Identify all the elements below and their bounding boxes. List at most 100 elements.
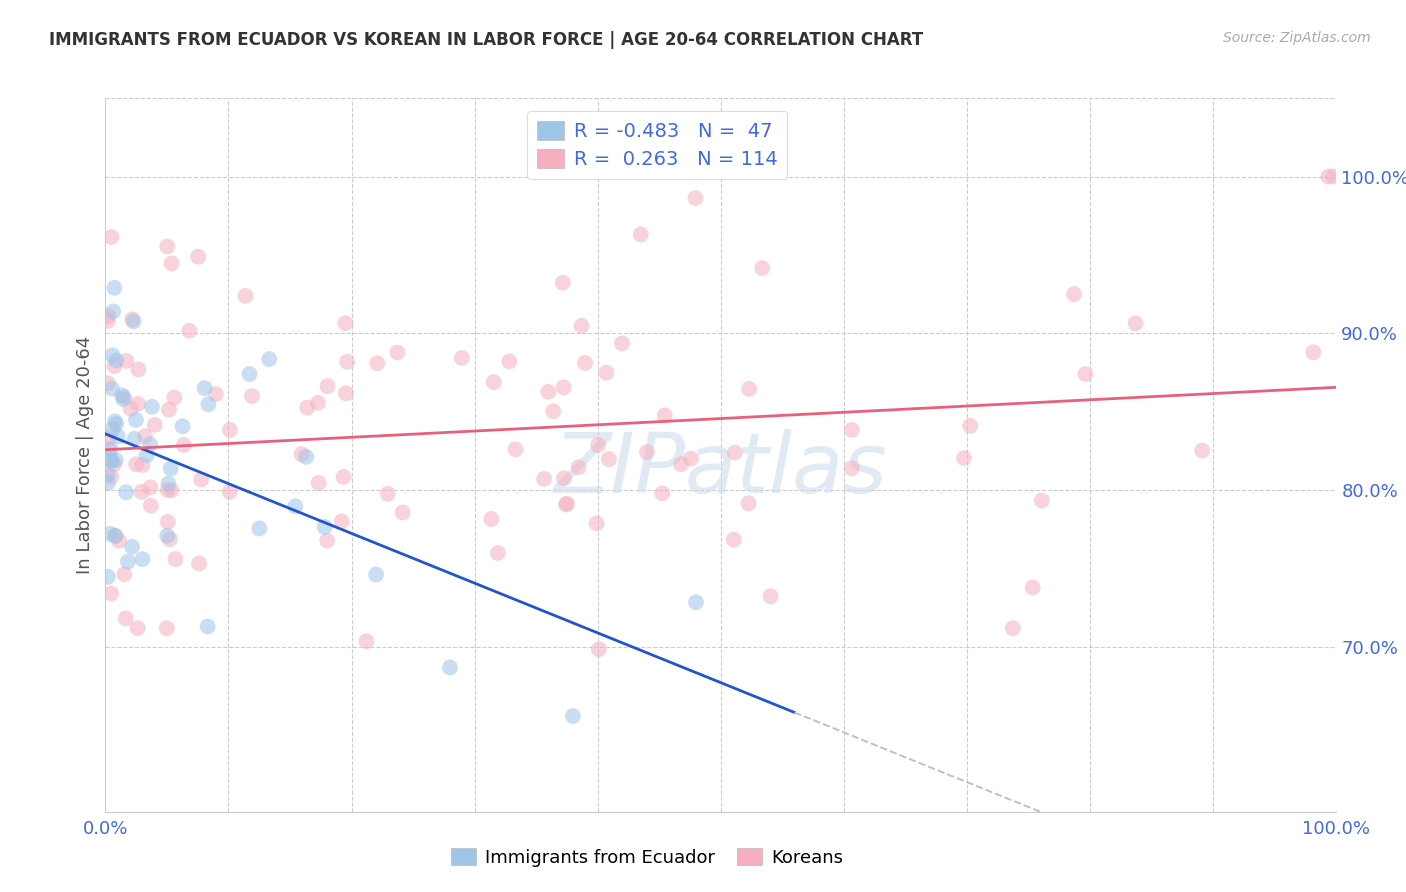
Point: [163, 391, 186, 405]
Point: [533, 472, 555, 486]
Point: [610, 336, 633, 351]
Point: [97, 376, 120, 391]
Point: [122, 314, 145, 328]
Point: [585, 516, 607, 531]
Point: [574, 356, 596, 370]
Point: [685, 191, 707, 205]
Point: [111, 388, 134, 402]
Point: [218, 484, 240, 499]
Point: [194, 381, 217, 395]
Point: [139, 480, 162, 494]
Point: [391, 506, 413, 520]
Point: [156, 483, 179, 497]
Point: [295, 450, 318, 464]
Point: [120, 401, 142, 416]
Point: [156, 621, 179, 635]
Point: [551, 276, 574, 290]
Legend: Immigrants from Ecuador, Koreans: Immigrants from Ecuador, Koreans: [443, 841, 851, 874]
Point: [101, 454, 124, 468]
Point: [1125, 316, 1147, 330]
Point: [316, 379, 339, 393]
Point: [482, 375, 505, 389]
Point: [307, 396, 329, 410]
Point: [131, 485, 153, 500]
Point: [101, 422, 124, 436]
Point: [1322, 169, 1344, 184]
Point: [235, 289, 257, 303]
Point: [141, 400, 163, 414]
Point: [366, 567, 388, 582]
Point: [751, 261, 773, 276]
Text: ZIPatlas: ZIPatlas: [554, 429, 887, 509]
Point: [1302, 345, 1324, 359]
Point: [131, 552, 153, 566]
Point: [537, 384, 560, 399]
Point: [841, 461, 863, 475]
Point: [1317, 169, 1340, 184]
Point: [105, 353, 128, 368]
Point: [143, 417, 166, 432]
Point: [101, 304, 124, 318]
Point: [157, 476, 180, 491]
Point: [100, 586, 122, 600]
Point: [630, 227, 652, 242]
Point: [330, 515, 353, 529]
Point: [336, 355, 359, 369]
Point: [157, 402, 180, 417]
Point: [134, 429, 156, 443]
Point: [97, 314, 120, 328]
Point: [1074, 367, 1097, 381]
Point: [197, 397, 219, 411]
Point: [104, 529, 127, 543]
Point: [356, 634, 378, 648]
Point: [738, 382, 761, 396]
Point: [555, 497, 578, 511]
Point: [205, 387, 228, 401]
Point: [1063, 287, 1085, 301]
Point: [115, 354, 138, 368]
Point: [737, 496, 759, 510]
Point: [103, 281, 125, 295]
Point: [98, 527, 121, 541]
Point: [173, 438, 195, 452]
Point: [259, 352, 281, 367]
Point: [598, 452, 620, 467]
Point: [724, 445, 747, 459]
Point: [187, 250, 209, 264]
Point: [100, 442, 122, 457]
Point: [387, 345, 409, 359]
Point: [562, 709, 585, 723]
Point: [505, 442, 527, 457]
Point: [104, 414, 127, 428]
Point: [112, 567, 135, 582]
Point: [284, 500, 307, 514]
Point: [197, 619, 219, 633]
Point: [314, 520, 336, 534]
Point: [115, 485, 138, 500]
Point: [131, 458, 153, 472]
Point: [97, 570, 120, 584]
Point: [479, 512, 502, 526]
Point: [335, 316, 357, 330]
Point: [1021, 581, 1043, 595]
Point: [308, 475, 330, 490]
Point: [218, 423, 240, 437]
Point: [498, 354, 520, 368]
Point: [127, 397, 149, 411]
Point: [159, 461, 181, 475]
Point: [156, 239, 179, 253]
Point: [332, 470, 354, 484]
Y-axis label: In Labor Force | Age 20-64: In Labor Force | Age 20-64: [76, 335, 94, 574]
Point: [1001, 621, 1024, 635]
Point: [101, 382, 124, 396]
Point: [117, 555, 139, 569]
Point: [104, 453, 127, 467]
Point: [98, 430, 121, 444]
Point: [135, 448, 157, 462]
Point: [759, 589, 782, 603]
Point: [100, 230, 122, 244]
Point: [107, 429, 129, 443]
Point: [100, 452, 122, 467]
Point: [112, 392, 135, 407]
Point: [553, 471, 575, 485]
